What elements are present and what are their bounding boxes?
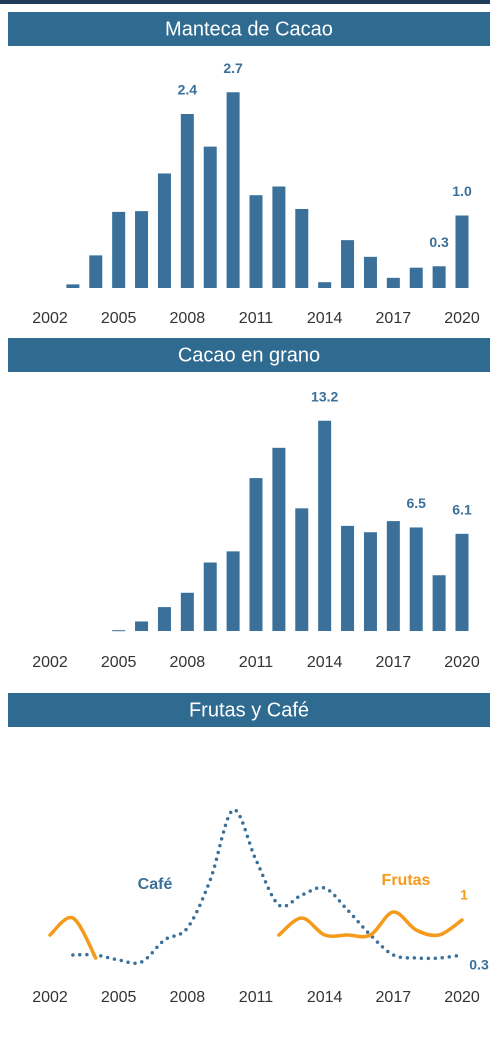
bar	[318, 282, 332, 288]
bar	[203, 562, 217, 631]
panel-header	[8, 693, 490, 727]
x-tick-label: 2002	[32, 989, 68, 1006]
bar	[341, 240, 355, 288]
value-label: 1	[460, 887, 468, 903]
value-label: 2.7	[223, 60, 243, 76]
bar	[66, 284, 80, 288]
bar	[363, 532, 377, 631]
x-tick-label: 2020	[444, 654, 480, 671]
bar	[180, 114, 194, 288]
x-tick-label: 2014	[307, 654, 343, 671]
x-tick-label: 2002	[32, 654, 68, 671]
value-label: 2.4	[178, 82, 198, 98]
bar	[226, 92, 240, 288]
bar	[432, 266, 446, 288]
bar	[89, 255, 103, 288]
x-tick-label: 2011	[239, 310, 274, 327]
x-tick-label: 2014	[307, 310, 343, 327]
bar	[272, 186, 286, 288]
x-tick-label: 2005	[101, 989, 137, 1006]
bar	[455, 533, 469, 631]
bar	[432, 575, 446, 631]
bar	[249, 195, 263, 288]
series-label: Café	[138, 876, 173, 893]
bar	[112, 211, 126, 288]
bar	[455, 215, 469, 288]
panel-header	[8, 338, 490, 372]
bar	[180, 592, 194, 631]
x-tick-label: 2008	[170, 654, 206, 671]
value-label: 0.3	[429, 234, 449, 250]
bar	[363, 256, 377, 288]
panel-title: Frutas y Café	[189, 699, 309, 721]
bar	[295, 208, 309, 288]
bar	[341, 525, 355, 631]
x-tick-label: 2014	[307, 989, 343, 1006]
bar	[409, 267, 423, 288]
bar	[272, 447, 286, 631]
bar	[135, 211, 149, 288]
x-tick-label: 2020	[444, 989, 480, 1006]
bar	[203, 146, 217, 288]
bar	[409, 527, 423, 631]
value-label: 0.3	[469, 957, 489, 973]
x-tick-label: 2008	[170, 989, 206, 1006]
x-tick-label: 2020	[444, 310, 480, 327]
bar	[386, 521, 400, 631]
value-label: 13.2	[311, 388, 338, 404]
line	[48, 915, 98, 960]
bar	[249, 478, 263, 631]
x-tick-label: 2011	[239, 989, 274, 1006]
panel-header	[8, 12, 490, 46]
x-tick-label: 2017	[376, 989, 412, 1006]
bar	[318, 420, 332, 631]
bar	[386, 277, 400, 288]
bar	[295, 508, 309, 631]
bar	[112, 630, 126, 632]
x-tick-label: 2002	[32, 310, 68, 327]
x-tick-label: 2011	[239, 654, 274, 671]
x-tick-label: 2005	[101, 654, 137, 671]
bar	[135, 621, 149, 631]
x-tick-label: 2017	[376, 654, 412, 671]
x-tick-label: 2008	[170, 310, 206, 327]
series-label: Frutas	[382, 872, 431, 889]
panel-title: Cacao en grano	[178, 344, 320, 366]
bar	[157, 173, 171, 288]
value-label: 6.1	[452, 502, 472, 518]
x-tick-label: 2005	[101, 310, 137, 327]
top-border	[0, 0, 490, 4]
value-label: 6.5	[406, 495, 426, 511]
line	[277, 910, 464, 939]
value-label: 1.0	[452, 183, 472, 199]
bar	[157, 607, 171, 631]
x-tick-label: 2017	[376, 310, 412, 327]
line	[71, 808, 464, 966]
bar	[226, 551, 240, 631]
panel-title: Manteca de Cacao	[165, 18, 333, 40]
